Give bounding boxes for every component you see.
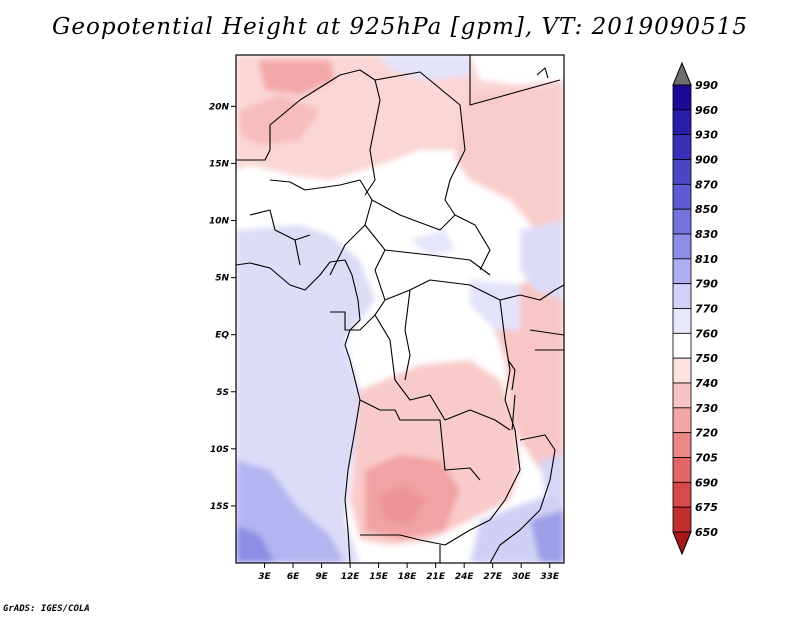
colorbar-swatch (672, 481, 692, 508)
x-tick-label: 9E (315, 572, 328, 582)
colorbar-swatch (672, 506, 692, 533)
colorbar-label: 650 (695, 526, 718, 539)
colorbar-swatch (672, 208, 692, 235)
map-field (236, 55, 564, 563)
x-tick-label: 21E (426, 572, 446, 582)
colorbar-label: 750 (695, 352, 718, 365)
colorbar-swatch (672, 109, 692, 136)
x-tick-label: 33E (540, 572, 560, 582)
colorbar-label: 850 (695, 203, 718, 216)
colorbar-swatch (672, 258, 692, 285)
x-tick-label: 15E (369, 572, 389, 582)
colorbar-swatch (672, 432, 692, 458)
colorbar-swatch (672, 233, 692, 260)
region-kenya-blue (520, 220, 564, 300)
country-borders (236, 55, 564, 563)
region-south-atlantic-deep-blue (236, 460, 345, 563)
colorbar-label: 990 (695, 79, 718, 92)
plot-frame (235, 54, 565, 564)
colorbar-swatch (672, 308, 692, 334)
colorbar-label: 705 (695, 452, 718, 465)
y-axis: 20N 15N 10N 5N EQ 5S 10S 15S (209, 102, 236, 512)
colorbar-swatch (672, 84, 692, 111)
y-tick-label: 15N (209, 159, 230, 169)
x-tick-label: 12E (341, 572, 361, 582)
colorbar-swatch (672, 357, 692, 384)
grads-credit: GrADS: IGES/COLA (3, 604, 90, 614)
colorbar-label: 810 (695, 253, 718, 266)
x-tick-label: 24E (455, 572, 475, 582)
colorbar-swatch (672, 457, 692, 483)
colorbar-over-triangle (672, 61, 692, 86)
region-east-sudan-pink (455, 85, 564, 250)
region-central-blue (410, 230, 455, 255)
colorbar: 990 960 930 900 870 850 830 810 790 770 760 750 740 7… (672, 61, 718, 556)
colorbar-label: 900 (695, 154, 718, 167)
region-south-atlantic-deepest (236, 525, 275, 563)
colorbar-swatch (672, 382, 692, 409)
x-tick-label: 3E (258, 572, 271, 582)
colorbar-label: 790 (695, 278, 718, 291)
y-tick-label: 10S (210, 445, 229, 455)
y-tick-label: 15S (210, 502, 229, 512)
region-madagascar-blue (540, 455, 564, 500)
colorbar-label: 740 (695, 377, 718, 390)
region-libya-blue (380, 55, 470, 80)
colorbar-swatch (672, 134, 692, 160)
region-congo-north-blue (470, 280, 520, 330)
region-saharan-high-pocket (258, 60, 335, 95)
y-tick-label: 5S (216, 388, 229, 398)
region-kalahari-core (378, 485, 425, 525)
x-tick-label: 27E (483, 572, 503, 582)
y-tick-label: EQ (215, 331, 229, 341)
colorbar-swatch (672, 407, 692, 434)
x-axis: 3E 6E 9E 12E 15E 18E 21E 24E 27E 30E 33E (258, 563, 560, 582)
x-tick-label: 30E (512, 572, 532, 582)
region-mozambique-deep (530, 510, 564, 563)
x-tick-label: 6E (287, 572, 300, 582)
colorbar-label: 960 (695, 104, 718, 117)
colorbar-label: 730 (695, 402, 718, 415)
west-africa-coastline (236, 259, 361, 563)
y-tick-label: 10N (209, 217, 230, 227)
x-tick-label: 18E (398, 572, 418, 582)
colorbar-swatch (672, 283, 692, 309)
colorbar-label: 770 (695, 303, 718, 316)
colorbar-label: 720 (695, 427, 718, 440)
colorbar-label: 675 (695, 501, 718, 514)
y-tick-label: 20N (209, 102, 230, 112)
colorbar-swatch (672, 183, 692, 210)
colorbar-swatch (672, 159, 692, 185)
colorbar-label: 760 (695, 327, 718, 340)
colorbar-under-triangle (672, 531, 692, 556)
chart-title: Geopotential Height at 925hPa [gpm], VT:… (52, 14, 748, 40)
colorbar-label: 870 (695, 178, 718, 191)
colorbar-swatch (672, 332, 692, 359)
region-sahara-inner (240, 95, 320, 145)
y-tick-label: 5N (215, 274, 229, 284)
colorbar-label: 690 (695, 476, 718, 489)
colorbar-label: 830 (695, 228, 718, 241)
colorbar-label: 930 (695, 129, 718, 142)
